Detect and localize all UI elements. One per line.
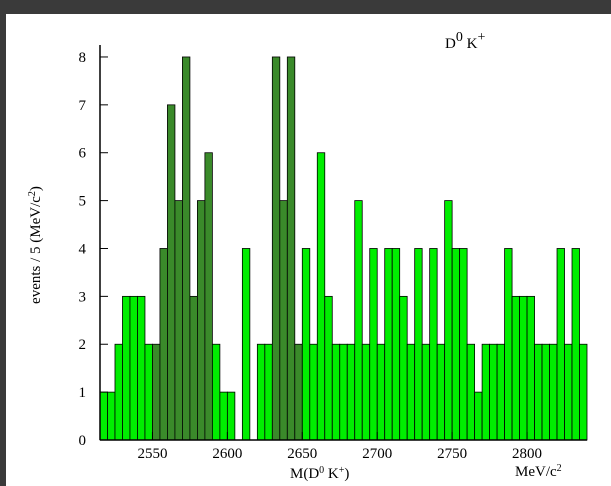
- bar: [384, 248, 393, 441]
- bar: [196, 200, 206, 441]
- y-axis-label: events / 5 (MeV/c2): [27, 186, 45, 304]
- bar: [294, 343, 303, 441]
- bar: [346, 343, 356, 441]
- y-tick-label: 8: [79, 50, 87, 66]
- bar: [182, 56, 191, 441]
- bar: [122, 295, 131, 441]
- bar: [519, 295, 528, 441]
- y-tick-label: 0: [79, 433, 87, 449]
- plot: 0 1 2 3 4 5 6 7 8 2550 2600 2650 2700 2750 2800: [79, 45, 588, 462]
- chart-title: D0 K+: [445, 30, 485, 53]
- x-tick-label: 2750: [437, 446, 467, 462]
- bar: [451, 248, 461, 441]
- bar: [331, 343, 341, 441]
- xlabel-part: K: [324, 466, 339, 482]
- y-tick-label: 3: [79, 289, 87, 305]
- x-tick-label: 2800: [512, 446, 542, 462]
- bar: [466, 343, 476, 441]
- bar: [159, 248, 168, 441]
- bar: [256, 343, 266, 441]
- bar: [361, 343, 371, 441]
- bar: [556, 248, 565, 441]
- bar: [534, 343, 543, 441]
- bar: [406, 343, 416, 441]
- bar: [436, 343, 446, 441]
- xunit-part: MeV/c: [515, 464, 557, 480]
- bar: [444, 200, 453, 441]
- ylabel-part: events / 5 (MeV/c: [28, 196, 44, 304]
- bar: [541, 343, 550, 441]
- y-tick-label: 1: [79, 385, 87, 401]
- bar: [579, 343, 588, 441]
- bar: [174, 200, 183, 441]
- bar: [99, 391, 108, 441]
- x-tick-label: 2650: [287, 446, 317, 462]
- bar: [459, 248, 468, 441]
- bar: [369, 248, 378, 441]
- bar: [144, 343, 153, 441]
- xunit-part: 2: [557, 463, 562, 474]
- x-axis-label: M(D0 K+): [290, 465, 349, 483]
- xlabel-part: +: [339, 465, 345, 476]
- bar: [354, 200, 363, 441]
- bar: [189, 295, 198, 441]
- y-tick-label: 7: [79, 98, 87, 114]
- x-tick-label: 2550: [137, 446, 167, 462]
- title-part: K: [463, 36, 478, 52]
- bar: [152, 343, 161, 441]
- bar: [129, 295, 138, 441]
- bar: [114, 343, 123, 441]
- title-part: 0: [456, 30, 463, 45]
- bar: [301, 248, 311, 441]
- bar: [526, 295, 535, 441]
- bar: [571, 248, 580, 441]
- bar: [309, 343, 318, 441]
- bar: [489, 343, 498, 441]
- bar: [137, 295, 146, 441]
- bar: [211, 343, 221, 441]
- x-axis-unit: MeV/c2: [515, 463, 562, 481]
- bar: [279, 200, 288, 441]
- bar: [496, 343, 505, 441]
- bar: [474, 391, 483, 441]
- x-tick-label: 2700: [362, 446, 392, 462]
- bar: [264, 343, 273, 441]
- bar: [429, 248, 438, 441]
- bar: [316, 152, 326, 441]
- x-tick-label: 2600: [212, 446, 242, 462]
- title-part: +: [477, 30, 485, 45]
- xlabel-part: ): [344, 466, 349, 482]
- bar: [504, 248, 513, 441]
- bar: [391, 248, 401, 441]
- xlabel-part: 0: [319, 465, 324, 476]
- bar: [511, 295, 520, 441]
- bar: [219, 391, 228, 441]
- ylabel-part: ): [28, 186, 44, 191]
- bar: [167, 104, 176, 441]
- bar: [339, 343, 348, 441]
- y-tick-label: 2: [79, 337, 87, 353]
- bar: [376, 343, 386, 441]
- bar: [107, 391, 116, 441]
- bar: [549, 343, 558, 441]
- title-part: D: [445, 36, 456, 52]
- bar: [564, 343, 573, 441]
- bar: [399, 295, 408, 441]
- bar: [414, 248, 423, 441]
- y-tick-label: 5: [79, 194, 87, 210]
- bar: [226, 391, 236, 441]
- bar: [481, 343, 491, 441]
- ylabel-part: 2: [27, 191, 38, 196]
- xlabel-part: M(D: [290, 466, 319, 482]
- bar: [271, 56, 281, 441]
- y-tick-label: 6: [79, 146, 87, 162]
- bar: [241, 248, 251, 441]
- bar: [286, 56, 296, 441]
- y-tick-label: 4: [79, 241, 87, 257]
- bar: [204, 152, 213, 441]
- bar: [421, 343, 431, 441]
- bar: [324, 295, 333, 441]
